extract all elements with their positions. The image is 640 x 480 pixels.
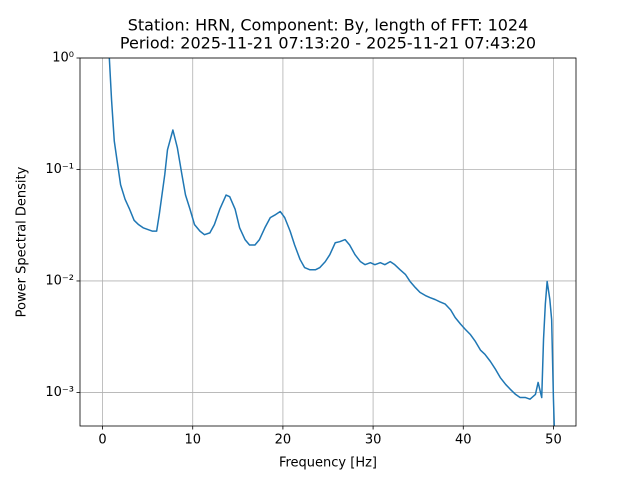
x-tick-label: 40 [455,433,472,448]
y-tick-label: 10⁰ [52,51,74,66]
x-axis-label: Frequency [Hz] [279,456,377,471]
x-tick-label: 20 [275,433,292,448]
x-tick-label: 10 [184,433,201,448]
plot-area [108,58,556,426]
axes-frame [79,57,577,427]
y-tick-label: 10⁻² [45,273,74,288]
x-tick-label: 30 [365,433,382,448]
x-tick-label: 50 [545,433,562,448]
chart-title: Station: HRN, Component: By, length of F… [128,16,529,35]
chart-subtitle: Period: 2025-11-21 07:13:20 - 2025-11-21… [120,34,536,53]
y-axis-label: Power Spectral Density [15,166,30,317]
y-tick-label: 10⁻¹ [45,162,74,177]
y-tick-label: 10⁻³ [45,385,74,400]
ticks: 0 10 20 30 40 50 10⁻³ 10⁻² 10⁻¹ 10⁰ [45,51,561,448]
x-tick-label: 0 [98,433,106,448]
data-line [108,58,556,426]
